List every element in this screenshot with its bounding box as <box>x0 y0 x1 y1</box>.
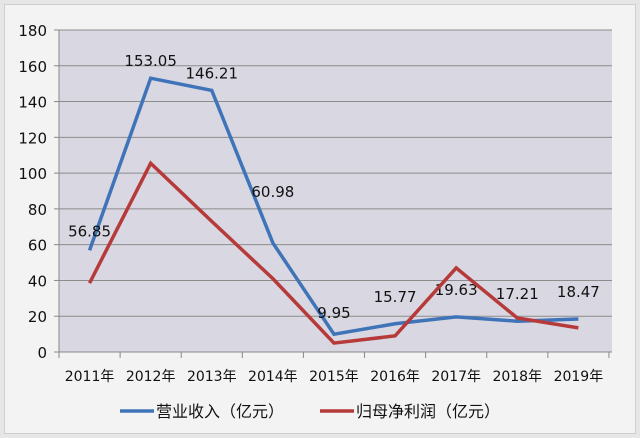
data-label: 56.85 <box>68 222 111 240</box>
y-tick-label: 40 <box>28 272 47 290</box>
plot-area <box>59 30 612 352</box>
x-tick-label: 2014年 <box>248 369 298 385</box>
y-tick-label: 80 <box>28 201 47 219</box>
data-label: 15.77 <box>374 288 417 306</box>
x-tick-label: 2018年 <box>492 369 542 385</box>
x-tick-label: 2019年 <box>554 369 604 385</box>
data-label: 146.21 <box>186 64 239 82</box>
y-tick-label: 180 <box>18 22 47 40</box>
y-tick-label: 60 <box>28 237 47 255</box>
data-label: 18.47 <box>557 283 600 301</box>
x-tick-label: 2015年 <box>309 369 359 385</box>
data-label: 17.21 <box>496 285 539 303</box>
data-label: 19.63 <box>435 281 478 299</box>
x-tick-label: 2017年 <box>431 369 481 385</box>
y-tick-label: 0 <box>37 344 47 362</box>
legend-label: 营业收入（亿元） <box>156 402 284 421</box>
y-tick-label: 20 <box>28 308 47 326</box>
data-label: 9.95 <box>317 304 350 322</box>
y-tick-label: 140 <box>18 94 47 112</box>
y-tick-label: 100 <box>18 165 47 183</box>
x-tick-label: 2012年 <box>126 369 176 385</box>
y-tick-label: 120 <box>18 129 47 147</box>
y-tick-label: 160 <box>18 58 47 76</box>
data-label: 60.98 <box>251 183 294 201</box>
data-label: 153.05 <box>124 52 177 70</box>
legend-label: 归母净利润（亿元） <box>356 402 500 421</box>
x-tick-label: 2016年 <box>370 369 420 385</box>
x-tick-label: 2013年 <box>187 369 237 385</box>
x-tick-label: 2011年 <box>65 369 115 385</box>
